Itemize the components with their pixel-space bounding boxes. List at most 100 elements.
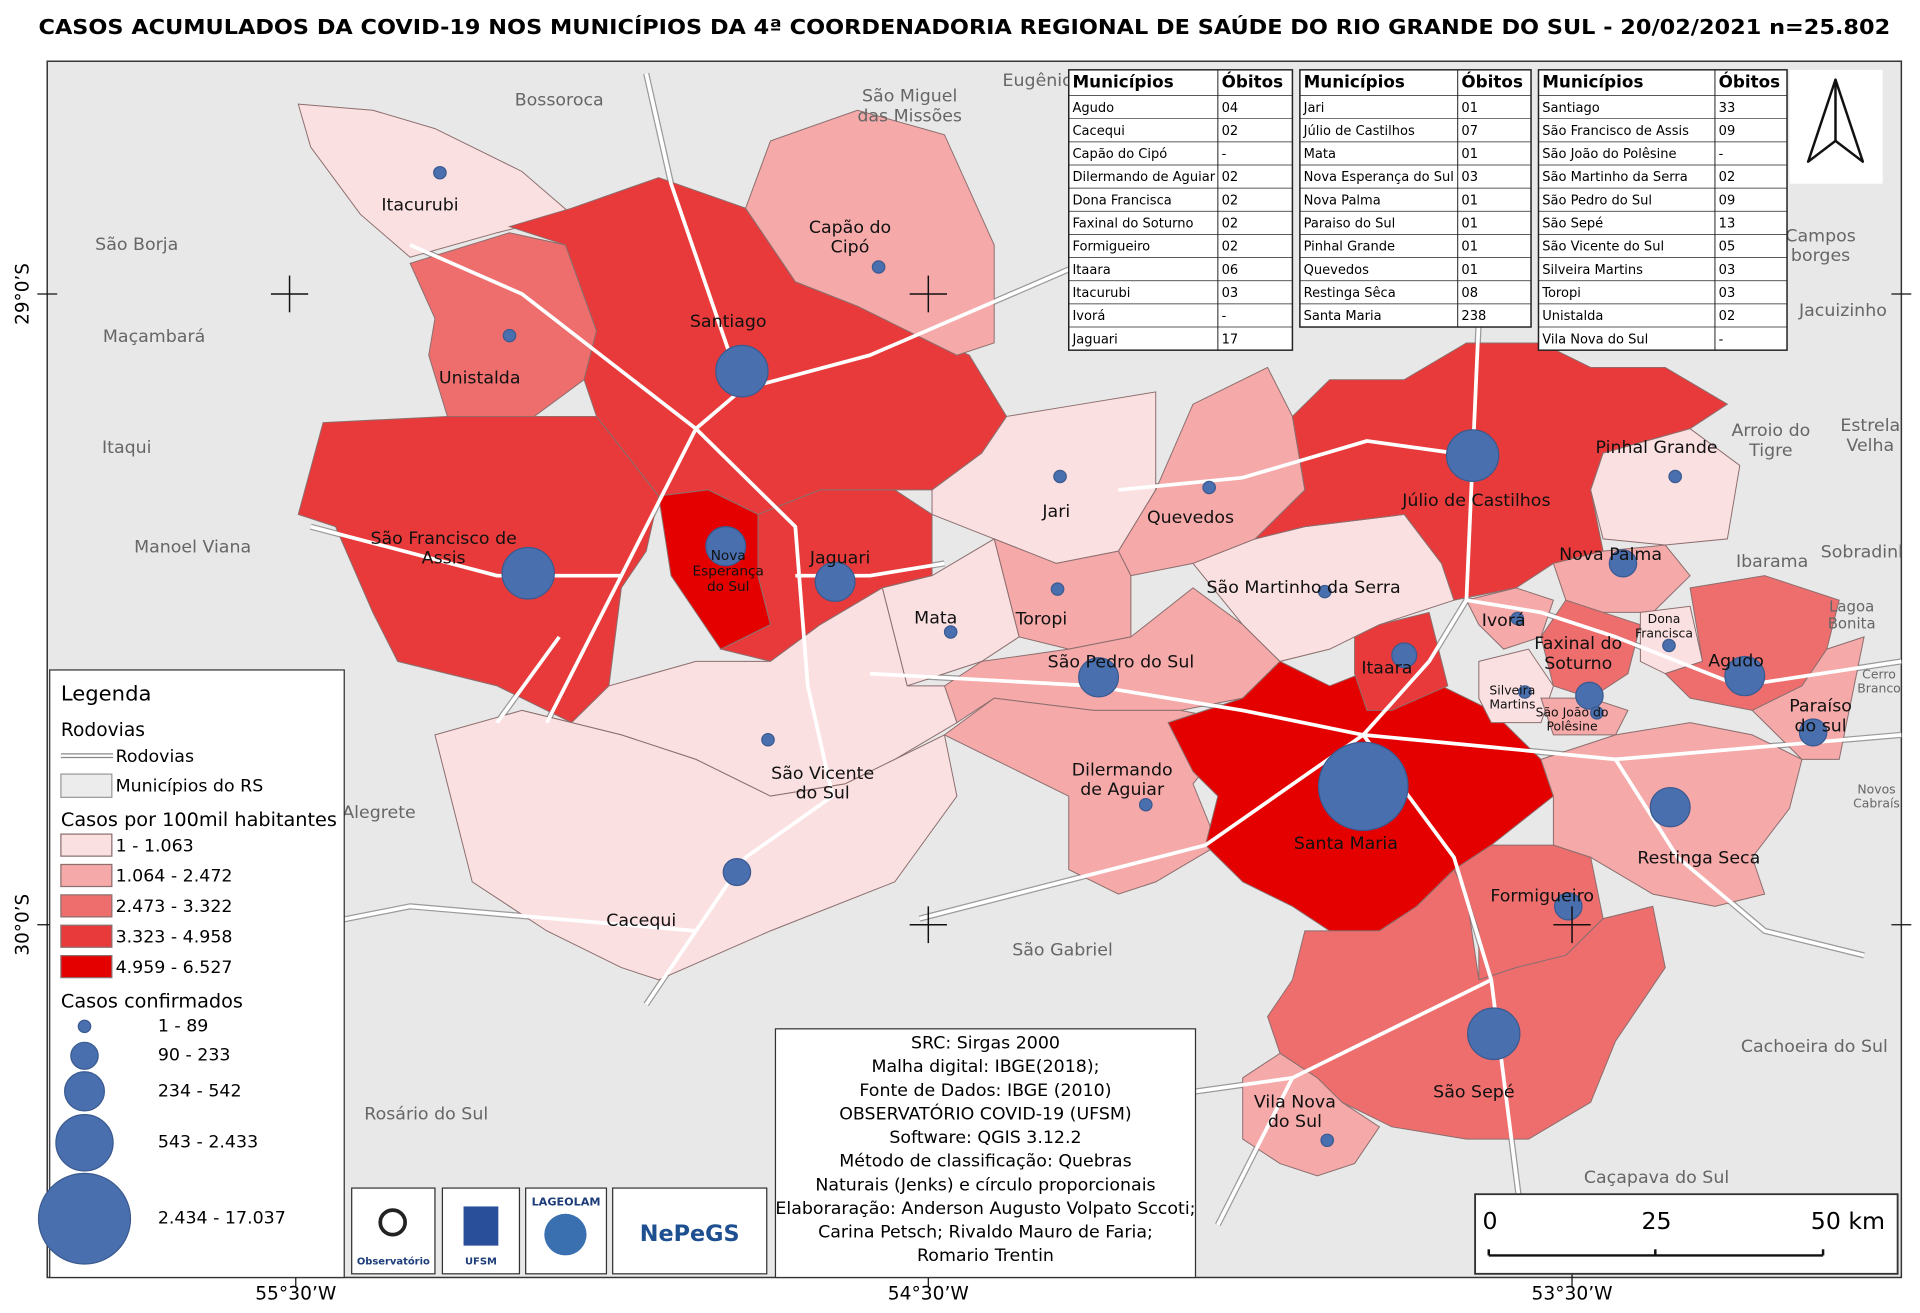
legend-circle xyxy=(37,1172,132,1265)
road xyxy=(919,733,1365,921)
credit-line: Romario Trentin xyxy=(917,1246,1054,1266)
scale-label: 50 km xyxy=(1811,1207,1885,1235)
neighbor-label: das Missões xyxy=(857,107,962,127)
credit-line: Elaboraração: Anderson Augusto Volpato S… xyxy=(775,1199,1195,1219)
case-circle xyxy=(1320,1133,1335,1148)
table-cell: Agudo xyxy=(1072,101,1114,116)
overlays: 29°0’S 30°0’S 55°30’W 54°30’W 53°30’W Municíp… xyxy=(13,69,1912,1305)
table-cell: São João do Polêsine xyxy=(1542,147,1676,162)
legend-circle xyxy=(77,1019,92,1034)
table-cell: 09 xyxy=(1719,124,1736,139)
table-cell: São Martinho da Serra xyxy=(1542,170,1687,185)
neighbor-label: Jacuizinho xyxy=(1798,301,1887,321)
table-header: Óbitos xyxy=(1461,73,1523,92)
case-circle xyxy=(1608,549,1638,578)
table-cell: 13 xyxy=(1719,217,1736,232)
credit-line: Software: QGIS 3.12.2 xyxy=(889,1128,1081,1148)
case-circle xyxy=(1575,681,1604,710)
logo-text: NePeGS xyxy=(640,1221,740,1247)
legend-swatch xyxy=(60,773,113,798)
municipality-label: Restinga Seca xyxy=(1637,849,1760,869)
table-cell: 02 xyxy=(1719,309,1736,324)
table-cell: Toropi xyxy=(1541,286,1581,301)
road xyxy=(310,524,622,578)
table-frame xyxy=(1537,69,1788,351)
table-cell: Nova Palma xyxy=(1304,193,1381,208)
map-title: CASOS ACUMULADOS DA COVID-19 NOS MUNICÍP… xyxy=(39,14,1891,39)
credit-line: SRC: Sirgas 2000 xyxy=(911,1034,1060,1054)
municipality xyxy=(1478,648,1554,724)
legend-item: 1 - 1.063 xyxy=(116,836,194,856)
logo-mark xyxy=(463,1206,499,1246)
neighbor-label: borges xyxy=(1791,246,1850,266)
case-circle xyxy=(1467,1007,1521,1061)
neighbor-label: São Miguel xyxy=(862,87,957,107)
municipality-label: Unistalda xyxy=(439,369,521,389)
case-circle xyxy=(501,546,555,600)
municipality-label: Soturno xyxy=(1544,654,1612,674)
table-frame xyxy=(1299,69,1532,328)
table-cell: 04 xyxy=(1222,101,1239,116)
legend-item: 1 - 89 xyxy=(158,1016,209,1036)
table-cell: Cacequi xyxy=(1072,124,1124,139)
case-circle xyxy=(705,526,747,567)
municipality-label: Cipó xyxy=(831,238,870,258)
table-cell: Mata xyxy=(1304,147,1336,162)
municipality-label: Cacequi xyxy=(606,911,676,931)
municipality-label: Santiago xyxy=(690,312,767,332)
logo-mark xyxy=(378,1208,407,1237)
municipality-label: Dilermando xyxy=(1072,760,1173,780)
table-cell: 02 xyxy=(1222,193,1239,208)
municipality-label: Silveira xyxy=(1489,683,1535,697)
logo-text: Observatório xyxy=(357,1256,430,1268)
municipality-label: Esperança xyxy=(693,564,764,580)
municipality-label: Martins xyxy=(1489,697,1535,711)
neighbor-label: São Borja xyxy=(95,235,178,255)
neighbor-label: Caçapava do Sul xyxy=(1584,1168,1729,1188)
municipality-label: do Sul xyxy=(796,784,850,804)
table-cell: 33 xyxy=(1719,101,1736,116)
table-cell: 03 xyxy=(1461,170,1478,185)
municipality-label: São Martinho da Serra xyxy=(1207,578,1401,598)
case-circle xyxy=(1391,642,1418,669)
scale-label: 0 xyxy=(1483,1207,1498,1235)
road xyxy=(1361,733,1531,1275)
legend-swatch xyxy=(60,863,113,888)
neighbor-label: Cachoeira do Sul xyxy=(1741,1037,1888,1057)
municipality-label: Formigueiro xyxy=(1490,887,1594,907)
municipality-label: São Sepé xyxy=(1433,1083,1514,1103)
table-cell: Ivorá xyxy=(1072,309,1105,324)
legend-circle xyxy=(55,1113,114,1172)
municipality-label: Santa Maria xyxy=(1294,834,1398,854)
case-circle xyxy=(1517,685,1532,699)
table-cell: Itacurubi xyxy=(1072,286,1130,301)
table-cell: Formigueiro xyxy=(1072,240,1150,255)
table-cell: 02 xyxy=(1222,217,1239,232)
case-circle xyxy=(1668,469,1683,484)
legend-heading: Casos confirmados xyxy=(61,989,243,1012)
municipality-label: Júlio de Castilhos xyxy=(1401,491,1550,511)
municipality-label: Itacurubi xyxy=(381,196,458,216)
municipality-label: Faxinal do xyxy=(1534,634,1622,654)
table-frame xyxy=(1067,69,1294,351)
scale-label: 25 xyxy=(1642,1207,1672,1235)
municipality-label: Ivorá xyxy=(1482,611,1526,631)
credit-line: Método de classificação: Quebras xyxy=(839,1152,1131,1172)
municipality-label: do Sul xyxy=(707,579,750,595)
municipality-label: Jaguari xyxy=(809,549,871,569)
neighbor-label: Itaqui xyxy=(102,438,152,458)
table-cell: Júlio de Castilhos xyxy=(1303,124,1415,139)
neighbor-label: Estrela xyxy=(1840,416,1900,436)
neighbor-label: Campos xyxy=(1785,226,1855,246)
table-cell: 01 xyxy=(1461,240,1478,255)
municipality-label: Agudo xyxy=(1708,651,1764,671)
table-cell: Nova Esperança do Sul xyxy=(1304,170,1454,185)
neighbor-label: Bonita xyxy=(1828,615,1876,632)
longitude-label: 53°30’W xyxy=(1531,1284,1612,1305)
legend-item: Rodovias xyxy=(116,747,194,767)
case-circle xyxy=(1317,584,1332,599)
table-cell: São Vicente do Sul xyxy=(1542,240,1664,255)
table-cell: 238 xyxy=(1461,309,1486,324)
